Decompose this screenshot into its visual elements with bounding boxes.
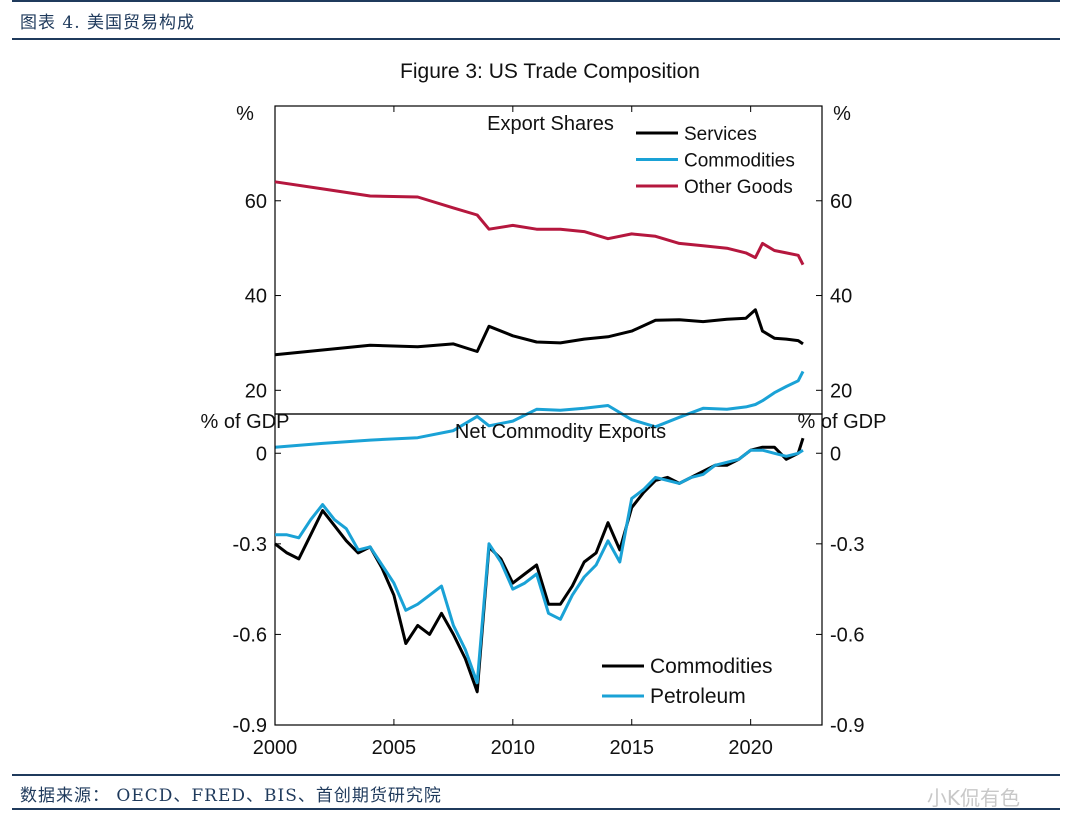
net-commodity-exports-left-axis-label: % of GDP [201, 411, 290, 433]
report-header-bar: 图表 4. 美国贸易构成 [12, 0, 1060, 40]
x-tick-label-3: 2015 [609, 737, 654, 759]
x-tick-label-4: 2020 [728, 737, 773, 759]
export-shares-series-commodities [274, 370, 805, 449]
export-shares-left-axis-label: % [236, 103, 254, 125]
export-shares-series-other-goods [274, 180, 805, 266]
figure-number-label: 图表 4. 美国贸易构成 [20, 13, 196, 33]
export-shares-panel-title: Export Shares [487, 113, 614, 135]
net-commodity-exports-legend-label-commodities: Commodities [650, 655, 773, 678]
export-shares-legend-label-commodities: Commodities [684, 151, 795, 172]
export-shares-right-tick-label-2: 60 [830, 191, 852, 213]
net-commodity-exports-panel-title: Net Commodity Exports [455, 421, 666, 443]
net-commodity-exports-left-tick-label-0: 0 [256, 443, 267, 465]
figure-title: Figure 3: US Trade Composition [400, 60, 700, 83]
net-commodity-exports-frame [274, 413, 823, 726]
net-commodity-exports-panel: % of GDP % of GDP Net Commodity Exports 0 0 -… [201, 106, 887, 759]
net-commodity-exports-right-tick-label-3: -0.9 [830, 715, 864, 737]
x-tick-label-0: 2000 [253, 737, 298, 759]
export-shares-legend-label-other-goods: Other Goods [684, 177, 793, 198]
net-commodity-exports-right-tick-label-0: 0 [830, 443, 841, 465]
net-commodity-exports-right-tick-label-2: -0.6 [830, 624, 864, 646]
report-footer-bar: 数据来源： OECD、FRED、BIS、首创期货研究院 小K侃有色 [12, 774, 1060, 810]
export-shares-right-tick-label-0: 20 [830, 380, 852, 402]
net-commodity-exports-series-petroleum [275, 448, 804, 685]
data-source-note: 数据来源： OECD、FRED、BIS、首创期货研究院 [20, 786, 442, 806]
export-shares-right-tick-label-1: 40 [830, 286, 852, 308]
x-tick-label-1: 2005 [372, 737, 417, 759]
export-shares-left-tick-label-1: 40 [245, 286, 267, 308]
net-commodity-exports-left-tick-label-1: -0.3 [233, 534, 267, 556]
export-shares-series-services [274, 308, 804, 357]
export-shares-right-axis-label: % [833, 103, 851, 125]
net-commodity-exports-left-tick-label-2: -0.6 [233, 624, 267, 646]
net-commodity-exports-right-axis-label: % of GDP [798, 411, 887, 433]
export-shares-left-tick-label-2: 60 [245, 191, 267, 213]
export-shares-legend-label-services: Services [684, 124, 757, 145]
x-tick-label-2: 2010 [491, 737, 536, 759]
net-commodity-exports-left-tick-label-3: -0.9 [233, 715, 267, 737]
export-shares-panel: % % Export Shares 20 20 40 40 60 60 Services Commo… [236, 103, 852, 449]
net-commodity-exports-legend-label-petroleum: Petroleum [650, 685, 746, 708]
export-shares-left-tick-label-0: 20 [245, 380, 267, 402]
net-commodity-exports-series-commodities [274, 437, 805, 694]
net-commodity-exports-right-tick-label-1: -0.3 [830, 534, 864, 556]
wechat-watermark: 小K侃有色 [926, 786, 1020, 810]
